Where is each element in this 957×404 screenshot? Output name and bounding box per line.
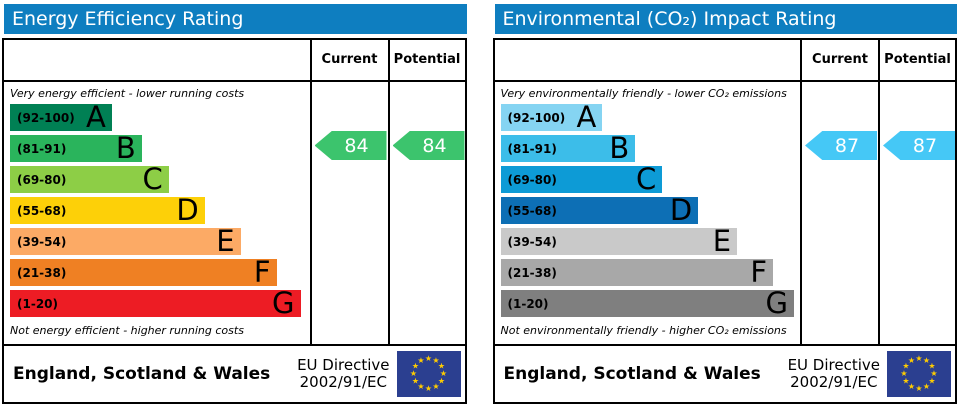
band-range: (92-100) xyxy=(17,110,75,125)
rating-band-a: (92-100) A xyxy=(10,100,112,134)
band-letter: D xyxy=(176,193,199,227)
band-range: (55-68) xyxy=(507,203,557,218)
band-range: (1-20) xyxy=(17,296,58,311)
empty-header-cell xyxy=(494,40,800,82)
potential-column-header: Potential xyxy=(880,40,955,82)
top-scale-note: Very environmentally friendly - lower CO… xyxy=(500,87,787,100)
panel-footer: England, Scotland & Wales EU Directive 2… xyxy=(4,344,465,402)
band-range: (21-38) xyxy=(507,265,557,280)
rating-band-g: (1-20) G xyxy=(10,286,301,320)
potential-rating-arrow: 84 xyxy=(392,131,465,160)
band-letter: G xyxy=(765,286,788,320)
rating-band-b: (81-91) B xyxy=(10,131,142,165)
band-range: (92-100) xyxy=(507,110,566,125)
environmental-impact-panel: Environmental (CO₂) Impact Rating Very e… xyxy=(492,2,957,404)
band-letter: E xyxy=(712,224,732,258)
rating-band-a: (92-100) A xyxy=(500,100,603,134)
rating-bands: (92-100) A (81-91) B (69-80) C (55-68) D (39… xyxy=(500,100,801,320)
rating-band-f: (21-38) F xyxy=(10,255,277,289)
region-label: England, Scotland & Wales xyxy=(503,364,761,384)
eu-directive-label: EU Directive 2002/91/EC xyxy=(787,355,880,391)
bottom-scale-note: Not energy efficient - higher running co… xyxy=(10,324,244,337)
band-letter: A xyxy=(576,100,597,134)
potential-column-header: Potential xyxy=(389,40,465,82)
band-range: (81-91) xyxy=(17,141,67,156)
band-range: (21-38) xyxy=(17,265,67,280)
band-letter: C xyxy=(142,162,163,196)
current-rating-arrow: 84 xyxy=(314,131,387,160)
band-range: (81-91) xyxy=(507,141,557,156)
rating-band-e: (39-54) E xyxy=(10,224,241,258)
panel-footer: England, Scotland & Wales EU Directive 2… xyxy=(494,344,955,402)
band-letter: B xyxy=(115,131,136,165)
band-range: (69-80) xyxy=(507,172,557,187)
current-rating-arrow: 87 xyxy=(805,131,877,160)
empty-header-cell xyxy=(4,40,310,82)
current-column-header: Current xyxy=(311,40,388,82)
band-letter: B xyxy=(609,131,630,165)
rating-table: Very energy efficient - lower running co… xyxy=(2,38,467,404)
band-letter: D xyxy=(669,193,693,227)
top-scale-note: Very energy efficient - lower running co… xyxy=(10,87,245,100)
rating-table: Very environmentally friendly - lower CO… xyxy=(492,38,957,404)
rating-band-c: (69-80) C xyxy=(10,162,169,196)
rating-band-c: (69-80) C xyxy=(500,162,663,196)
rating-band-d: (55-68) D xyxy=(500,193,699,227)
band-letter: F xyxy=(253,255,271,289)
panel-title: Environmental (CO₂) Impact Rating xyxy=(494,4,957,34)
band-letter: G xyxy=(272,286,295,320)
rating-bands: (92-100) A (81-91) B (69-80) C (55-68) D (39… xyxy=(10,100,310,320)
band-range: (69-80) xyxy=(17,172,67,187)
rating-band-g: (1-20) G xyxy=(500,286,794,320)
potential-rating-arrow: 87 xyxy=(883,131,955,160)
band-letter: E xyxy=(216,224,235,258)
rating-band-d: (55-68) D xyxy=(10,193,205,227)
band-range: (1-20) xyxy=(507,296,549,311)
eu-directive-label: EU Directive 2002/91/EC xyxy=(297,355,390,391)
eu-flag-icon: ★ ★ ★ ★ ★ ★ ★ ★ ★ ★ ★ ★ xyxy=(887,351,951,397)
current-column-header: Current xyxy=(802,40,878,82)
band-letter: C xyxy=(635,162,657,196)
rating-band-b: (81-91) B xyxy=(500,131,636,165)
band-range: (39-54) xyxy=(507,234,557,249)
panel-title: Energy Efficiency Rating xyxy=(4,4,467,34)
region-label: England, Scotland & Wales xyxy=(13,364,271,384)
rating-band-f: (21-38) F xyxy=(500,255,774,289)
energy-efficiency-panel: Energy Efficiency Rating Very energy eff… xyxy=(2,2,467,404)
band-range: (39-54) xyxy=(17,234,67,249)
band-range: (55-68) xyxy=(17,203,67,218)
band-letter: A xyxy=(85,100,106,134)
band-letter: F xyxy=(750,255,768,289)
eu-flag-icon: ★ ★ ★ ★ ★ ★ ★ ★ ★ ★ ★ ★ xyxy=(396,351,461,397)
bottom-scale-note: Not environmentally friendly - higher CO… xyxy=(500,324,787,337)
rating-band-e: (39-54) E xyxy=(500,224,738,258)
